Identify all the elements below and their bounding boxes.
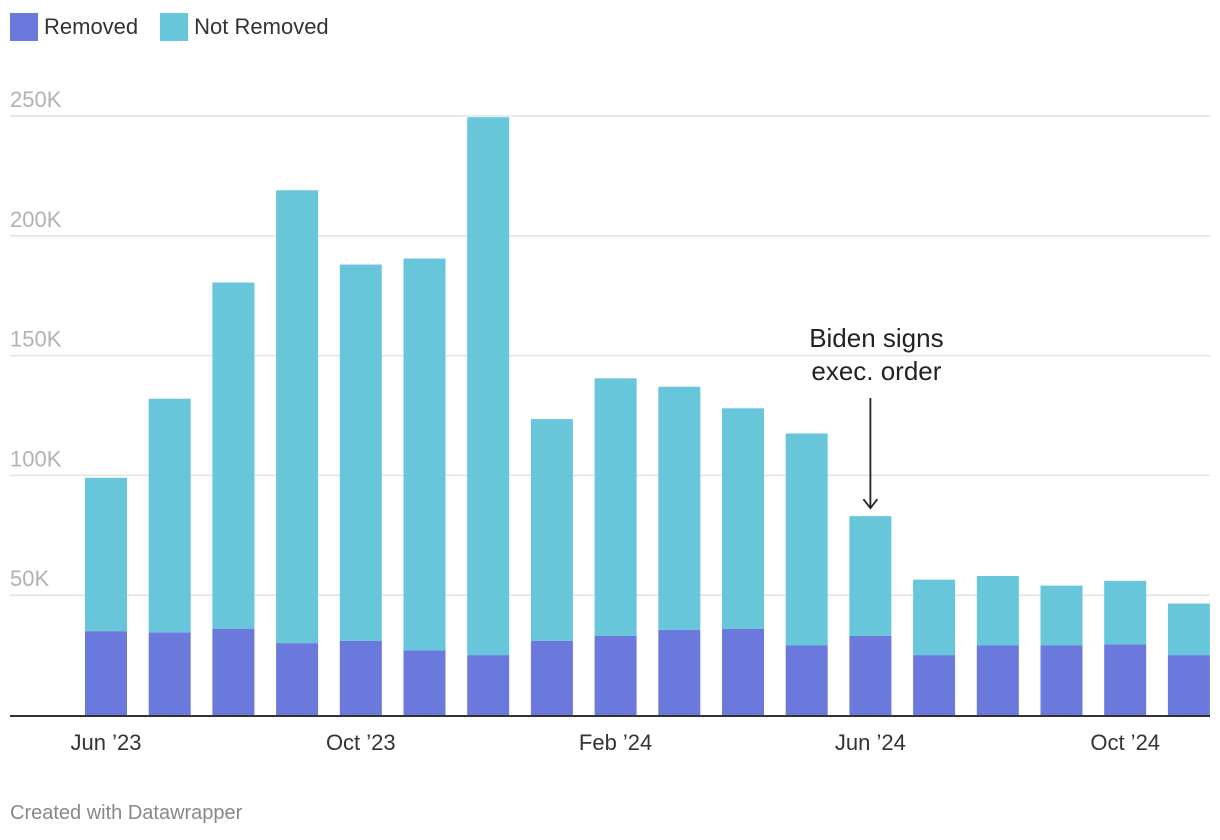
bar-not-removed xyxy=(1104,580,1147,645)
y-tick-label: 200K xyxy=(10,207,62,232)
legend: Removed Not Removed xyxy=(10,12,351,42)
bar-not-removed xyxy=(658,386,701,630)
legend-label-removed: Removed xyxy=(44,14,139,39)
bar-not-removed xyxy=(530,419,573,641)
bar-not-removed xyxy=(785,433,828,646)
x-tick-label: Oct ’23 xyxy=(326,730,396,755)
bar-removed xyxy=(339,640,382,715)
bar-removed xyxy=(913,655,956,715)
bar-removed xyxy=(1040,645,1083,715)
bar-not-removed xyxy=(85,477,127,632)
bar-removed xyxy=(976,645,1019,715)
bar-not-removed xyxy=(148,398,191,633)
bar-removed xyxy=(530,640,573,715)
legend-item-removed: Removed xyxy=(10,13,138,41)
bar-removed xyxy=(849,635,892,715)
bar-not-removed xyxy=(467,117,510,656)
bar-removed xyxy=(403,650,446,715)
bar-removed xyxy=(785,645,828,715)
bar-not-removed xyxy=(276,190,319,644)
annotation-text: exec. order xyxy=(811,356,941,386)
bar-removed xyxy=(594,635,637,715)
bar-not-removed xyxy=(1040,585,1083,646)
bar-removed xyxy=(85,631,127,715)
bar-removed xyxy=(1104,644,1147,715)
bars xyxy=(85,117,1210,715)
annotation-arrow-head xyxy=(862,498,879,510)
bar-not-removed xyxy=(849,516,892,636)
bar-not-removed xyxy=(212,282,255,629)
bar-removed xyxy=(212,628,255,715)
bar-not-removed xyxy=(1167,603,1210,656)
legend-item-not-removed: Not Removed xyxy=(160,13,329,41)
legend-swatch-removed xyxy=(10,13,38,41)
bar-not-removed xyxy=(722,408,764,629)
annotation-text: Biden signs xyxy=(809,323,943,353)
bar-removed xyxy=(722,628,764,715)
legend-label-not-removed: Not Removed xyxy=(194,14,329,39)
bar-removed xyxy=(1167,655,1210,715)
x-axis-labels: Jun ’23 Oct ’23 Feb ’24 Jun ’24 Oct ’24 xyxy=(71,730,1161,755)
bar-not-removed xyxy=(913,579,956,656)
y-tick-label: 50K xyxy=(10,566,49,591)
x-tick-label: Oct ’24 xyxy=(1090,730,1160,755)
credit-text: Created with Datawrapper xyxy=(10,802,243,824)
x-tick-label: Jun ’23 xyxy=(71,730,142,755)
x-tick-label: Feb ’24 xyxy=(579,730,652,755)
x-tick-label: Jun ’24 xyxy=(835,730,906,755)
bar-removed xyxy=(467,655,510,715)
stacked-bar-chart: 50K 100K 150K 200K 250K Jun ’23 Oct ’23 Feb ’2… xyxy=(10,87,1210,755)
bar-removed xyxy=(148,632,191,715)
y-tick-label: 150K xyxy=(10,327,62,352)
bar-not-removed xyxy=(403,258,446,651)
bar-not-removed xyxy=(594,378,637,636)
bar-removed xyxy=(658,629,701,715)
bar-not-removed xyxy=(339,264,382,641)
legend-swatch-not-removed xyxy=(160,13,189,41)
y-tick-label: 100K xyxy=(10,446,62,471)
y-tick-label: 250K xyxy=(10,87,62,112)
bar-removed xyxy=(276,643,319,715)
bar-not-removed xyxy=(976,576,1019,646)
